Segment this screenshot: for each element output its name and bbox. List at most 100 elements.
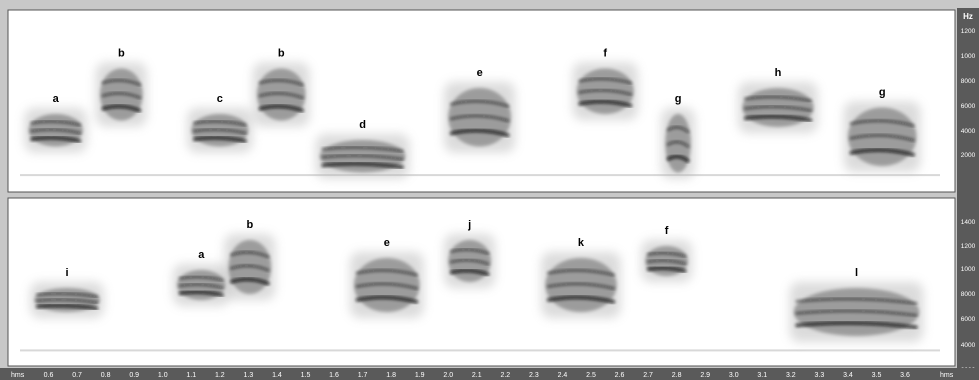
- harmonic-band: [36, 298, 99, 304]
- harmonic-band: [193, 136, 247, 143]
- frequency-tick-label: 6000: [961, 103, 976, 110]
- harmonic-band: [547, 295, 616, 304]
- harmonic-band: [849, 134, 915, 142]
- harmonic-band: [578, 100, 633, 108]
- frequency-tick-label: 8000: [961, 78, 976, 85]
- syllable-label-j: j: [467, 219, 471, 231]
- syllable-e: e: [444, 67, 516, 153]
- time-axis-start-label: hms: [11, 372, 25, 379]
- frequency-tick-label: 1000: [961, 53, 976, 60]
- harmonic-band: [30, 136, 82, 143]
- time-tick-label: 2.7: [643, 372, 653, 379]
- syllable-e: e: [350, 237, 424, 318]
- time-tick-label: 3.4: [843, 372, 853, 379]
- syllable-f: f: [572, 48, 638, 120]
- harmonic-band: [647, 259, 687, 265]
- harmonic-band: [36, 292, 99, 298]
- syllable-label-b: b: [118, 48, 125, 60]
- harmonic-band: [449, 259, 490, 266]
- syllable-label-i: i: [66, 267, 69, 279]
- syllable-label-h: h: [775, 67, 782, 79]
- time-tick-label: 1.0: [158, 372, 168, 379]
- syllable-l: l: [789, 267, 924, 342]
- harmonic-band: [646, 266, 687, 273]
- time-tick-label: 1.1: [186, 372, 196, 379]
- syllable-label-e: e: [477, 67, 483, 79]
- syllable-f: f: [641, 225, 693, 282]
- harmonic-band: [321, 154, 404, 161]
- harmonic-band: [849, 148, 915, 157]
- harmonic-band: [449, 129, 510, 138]
- time-tick-label: 1.4: [272, 372, 282, 379]
- noise-band: [20, 174, 940, 177]
- syllable-label-a: a: [53, 93, 60, 105]
- syllable-label-b: b: [278, 48, 285, 60]
- syllable-h: h: [738, 67, 818, 133]
- harmonic-band: [744, 115, 812, 122]
- harmonic-band: [258, 92, 304, 99]
- syllable-c: c: [187, 93, 253, 153]
- syllable-a: a: [173, 249, 230, 306]
- time-axis-bar: [0, 368, 979, 380]
- syllable-d: d: [315, 119, 410, 179]
- harmonic-band: [744, 105, 812, 112]
- harmonic-band: [36, 304, 99, 311]
- time-tick-label: 3.6: [900, 372, 910, 379]
- frequency-tick-label: 1000: [961, 266, 976, 273]
- harmonic-band: [547, 282, 615, 290]
- syllable-label-a: a: [198, 249, 205, 261]
- syllable-label-l: l: [855, 267, 858, 279]
- syllable-i: i: [30, 267, 104, 318]
- time-tick-label: 2.2: [500, 372, 510, 379]
- harmonic-band: [101, 104, 142, 113]
- syllable-label-k: k: [578, 237, 585, 249]
- syllable-label-f: f: [665, 225, 669, 237]
- harmonic-band: [355, 269, 418, 277]
- syllable-b: b: [95, 48, 147, 127]
- time-tick-label: 1.6: [329, 372, 339, 379]
- harmonic-band: [849, 119, 915, 127]
- harmonic-band: [666, 140, 690, 148]
- time-tick-label: 2.6: [615, 372, 625, 379]
- noise-band: [20, 349, 940, 352]
- syllable-label-c: c: [217, 93, 223, 105]
- time-tick-label: 2.3: [529, 372, 539, 379]
- time-tick-label: 3.2: [786, 372, 796, 379]
- harmonic-band: [193, 128, 247, 135]
- syllable-g: g: [843, 87, 921, 172]
- harmonic-band: [230, 251, 270, 259]
- harmonic-band: [178, 275, 224, 282]
- time-tick-label: 0.6: [44, 372, 54, 379]
- time-tick-label: 0.9: [129, 372, 139, 379]
- time-tick-label: 3.0: [729, 372, 739, 379]
- frequency-tick-label: 4000: [961, 128, 976, 135]
- time-tick-label: 0.8: [101, 372, 111, 379]
- panel-top-marks: a b c b d e f g h g: [20, 48, 940, 179]
- harmonic-band: [744, 96, 812, 102]
- harmonic-band: [449, 248, 490, 255]
- frequency-tick-label: 1200: [961, 243, 976, 250]
- time-tick-label: 3.1: [757, 372, 767, 379]
- time-tick-label: 0.7: [72, 372, 82, 379]
- harmonic-band: [258, 104, 305, 113]
- harmonic-band: [666, 155, 690, 163]
- syllable-b: b: [224, 219, 276, 300]
- harmonic-band: [178, 283, 224, 289]
- time-tick-label: 2.1: [472, 372, 482, 379]
- harmonic-band: [795, 321, 918, 329]
- frequency-tick-label: 6000: [961, 316, 976, 323]
- time-tick-label: 1.2: [215, 372, 225, 379]
- harmonic-band: [230, 264, 270, 272]
- harmonic-band: [229, 277, 270, 286]
- time-tick-label: 2.9: [700, 372, 710, 379]
- time-tick-label: 1.7: [358, 372, 368, 379]
- frequency-tick-label: 2000: [961, 152, 976, 159]
- time-tick-label: 1.8: [386, 372, 396, 379]
- harmonic-band: [101, 79, 142, 86]
- time-tick-label: 1.9: [415, 372, 425, 379]
- harmonic-band: [321, 146, 404, 153]
- harmonic-band: [647, 251, 687, 258]
- panel-bottom-marks: i a b e j k f l: [20, 219, 940, 352]
- frequency-tick-label: 4000: [961, 342, 976, 349]
